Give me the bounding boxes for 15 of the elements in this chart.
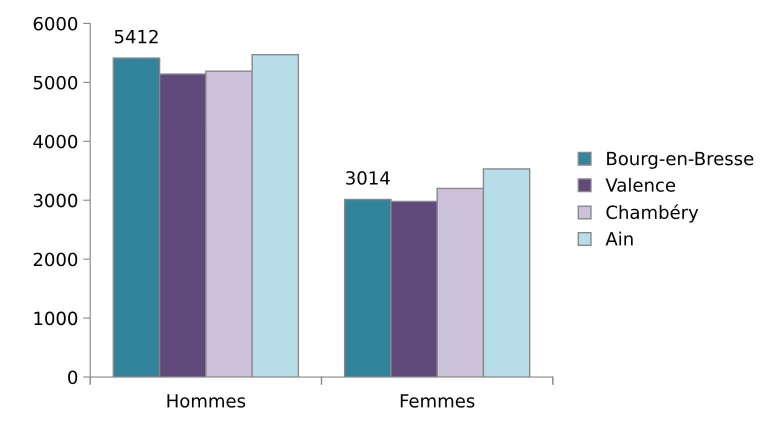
- x-tick-label: Femmes: [400, 394, 474, 408]
- legend-label: Ain: [606, 232, 633, 246]
- y-tick-label: 1000: [34, 312, 78, 326]
- y-tick-label: 2000: [34, 252, 78, 266]
- legend-label: Bourg-en-Bresse: [607, 152, 754, 169]
- y-tick-label: 3000: [34, 194, 78, 208]
- data-label: 5412: [114, 30, 158, 44]
- x-tick-label: Hommes: [167, 394, 246, 408]
- y-tick-label: 4000: [33, 134, 78, 148]
- y-tick-label: 0: [68, 370, 78, 384]
- y-tick-label: 5000: [34, 76, 78, 90]
- legend-label: Valence: [606, 178, 676, 192]
- y-tick-label: 6000: [34, 16, 78, 31]
- data-label: 3014: [346, 171, 390, 185]
- legend-label: Chambéry: [606, 204, 698, 223]
